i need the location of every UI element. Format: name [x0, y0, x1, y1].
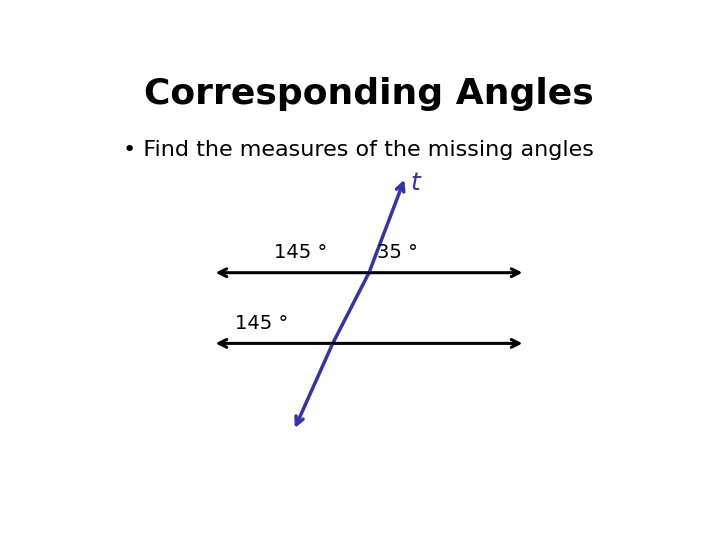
Text: t: t: [411, 171, 420, 195]
Text: • Find the measures of the missing angles: • Find the measures of the missing angle…: [124, 140, 594, 160]
Text: Corresponding Angles: Corresponding Angles: [144, 77, 594, 111]
Text: 35 °: 35 °: [377, 244, 418, 262]
Text: 145 °: 145 °: [235, 314, 288, 333]
Text: 145 °: 145 °: [274, 244, 327, 262]
